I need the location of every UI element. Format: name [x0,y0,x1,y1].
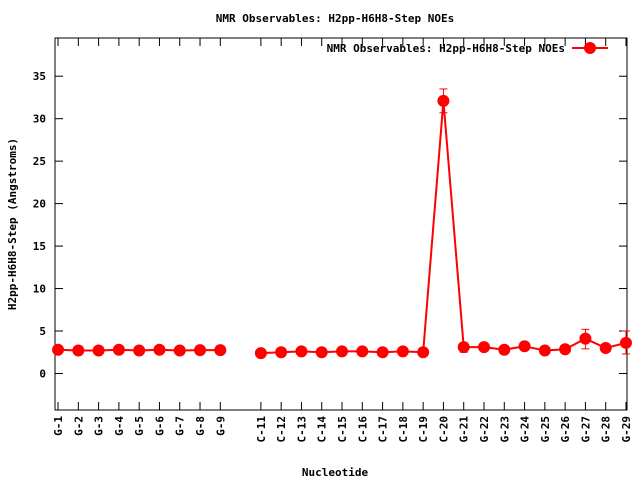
data-point [92,344,105,357]
y-axis-label: H2pp-H6H8-Step (Angstroms) [6,138,19,310]
x-tick-label: G-5 [133,416,146,436]
data-point [275,346,288,359]
x-tick-label: C-17 [377,416,390,443]
data-point [356,345,369,358]
data-point [336,345,349,358]
series-layer [52,88,632,360]
x-tick-label: G-8 [194,416,207,436]
legend: NMR Observables: H2pp-H6H8-Step NOEs [327,42,608,55]
data-point [417,346,430,359]
data-point [173,344,186,357]
x-tick-label: G-2 [72,416,85,436]
x-tick-label: C-19 [417,416,430,443]
data-point [498,343,511,356]
data-point [315,346,328,359]
y-tick-label: 25 [33,155,46,168]
y-tick-label: 20 [33,198,46,211]
data-point [579,332,592,345]
x-tick-label: C-14 [316,416,329,443]
x-tick-label: G-22 [478,416,491,443]
y-tick-label: 15 [33,240,46,253]
x-tick-label: G-3 [93,416,106,436]
data-point [254,347,267,360]
data-point [72,344,85,357]
data-point [478,341,490,354]
x-tick-label: G-27 [579,416,592,443]
data-point [295,345,308,358]
data-point [437,94,450,107]
x-tick-label: G-26 [559,416,572,443]
legend-label: NMR Observables: H2pp-H6H8-Step NOEs [327,42,565,55]
y-tick-label: 0 [39,367,46,380]
x-tick-label: C-16 [356,416,369,443]
x-tick-label: C-11 [255,416,268,443]
x-tick-label: G-24 [519,416,532,443]
x-tick-label: C-13 [295,416,308,443]
x-tick-label: C-12 [275,416,288,443]
legend-marker-sample [584,42,596,54]
data-point [538,344,551,357]
x-tick-label: G-29 [620,416,633,443]
data-point [153,343,166,356]
x-tick-label: C-20 [437,416,450,443]
y-axis: 0 5 10 15 20 25 30 35 [33,70,627,380]
data-point [112,343,125,356]
data-point [376,346,389,359]
data-point [133,344,146,357]
x-tick-label: G-21 [458,416,471,443]
data-point [214,344,227,357]
x-tick-label: G-9 [214,416,227,436]
x-tick-label: G-25 [539,416,552,443]
plot-frame [54,37,628,411]
x-tick-label: G-23 [498,416,511,443]
y-tick-label: 35 [33,70,46,83]
data-point [518,340,531,353]
data-point [599,342,612,354]
x-tick-label: C-18 [397,416,410,443]
x-tick-label: G-1 [52,416,65,436]
data-point [194,344,207,357]
data-point [619,336,632,349]
chart-title: NMR Observables: H2pp-H6H8-Step NOEs [216,12,454,25]
x-tick-label: C-15 [336,416,349,443]
data-point [396,345,409,358]
x-tick-label: G-6 [153,416,166,436]
x-axis-label: Nucleotide [302,466,369,479]
data-point [52,343,65,356]
y-tick-label: 5 [39,325,46,338]
data-point [457,341,470,354]
x-tick-label: G-7 [174,416,187,436]
data-point [559,343,572,356]
y-tick-label: 30 [33,113,46,126]
x-tick-label: G-4 [113,416,126,436]
y-tick-label: 10 [33,283,46,296]
x-axis: G-1 G-2 G-3 G-4 G-5 G-6 G-7 G-8 G-9 C-11 C-12 C-13 C… [52,38,633,443]
x-tick-label: G-28 [600,416,613,443]
series-line [260,100,627,355]
